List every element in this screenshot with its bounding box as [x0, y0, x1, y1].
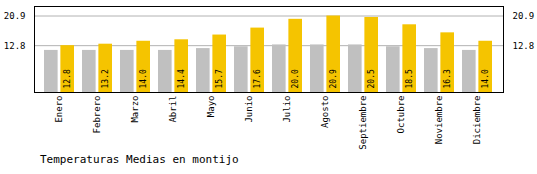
svg-text:Septiembre: Septiembre — [358, 96, 368, 150]
svg-text:18.5: 18.5 — [405, 69, 414, 88]
svg-text:Julio: Julio — [282, 96, 292, 123]
svg-text:Noviembre: Noviembre — [434, 96, 444, 145]
svg-text:Mayo: Mayo — [206, 96, 216, 118]
svg-text:14.4: 14.4 — [177, 69, 186, 88]
svg-text:Enero: Enero — [54, 96, 64, 123]
svg-text:Agosto: Agosto — [320, 96, 330, 129]
svg-text:Marzo: Marzo — [130, 96, 140, 123]
svg-text:20.9: 20.9 — [513, 11, 535, 21]
svg-text:12.8: 12.8 — [513, 41, 535, 51]
svg-text:Octubre: Octubre — [396, 96, 406, 134]
svg-text:20.0: 20.0 — [291, 69, 300, 88]
svg-text:14.0: 14.0 — [139, 69, 148, 88]
svg-text:Abril: Abril — [168, 96, 178, 123]
svg-text:15.7: 15.7 — [215, 69, 224, 88]
svg-text:20.5: 20.5 — [367, 69, 376, 88]
svg-text:12.8: 12.8 — [4, 41, 26, 51]
svg-text:Febrero: Febrero — [92, 96, 102, 134]
svg-text:17.6: 17.6 — [253, 69, 262, 88]
html-text:Temperaturas Medias en montijo: Temperaturas Medias en montijo — [40, 153, 239, 166]
svg-text:Diciembre: Diciembre — [472, 96, 482, 145]
svg-text:13.2: 13.2 — [101, 69, 110, 88]
svg-text:Junio: Junio — [244, 96, 254, 123]
svg-text:20.9: 20.9 — [329, 69, 338, 88]
svg-text:16.3: 16.3 — [443, 69, 452, 88]
svg-text:14.0: 14.0 — [481, 69, 490, 88]
svg-text:12.8: 12.8 — [63, 69, 72, 88]
svg-text:20.9: 20.9 — [4, 11, 26, 21]
